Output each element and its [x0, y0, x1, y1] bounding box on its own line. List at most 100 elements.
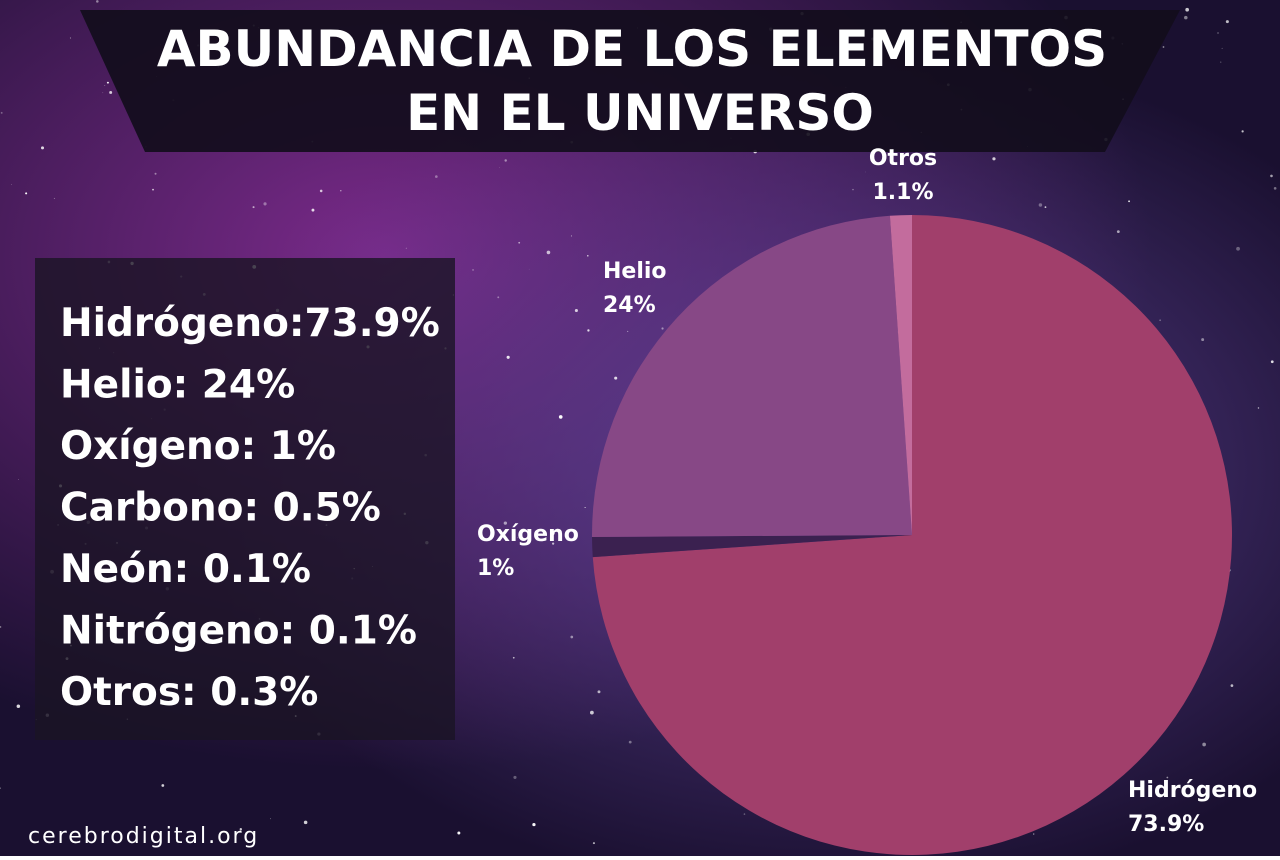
- star: [1270, 360, 1274, 364]
- title-banner: [80, 10, 1180, 152]
- note: Carbono: 0.5%: [60, 486, 381, 531]
- star: [472, 268, 474, 271]
- star: [546, 250, 551, 255]
- star: [558, 415, 563, 419]
- star: [1038, 203, 1043, 207]
- star: [597, 690, 601, 694]
- note: Oxígeno: 1%: [60, 424, 336, 469]
- slice-label: Helio: [603, 259, 667, 284]
- star: [319, 189, 323, 193]
- star: [551, 531, 555, 535]
- star: [532, 822, 536, 827]
- star: [0, 787, 1, 789]
- star: [1217, 32, 1219, 34]
- star: [0, 111, 3, 114]
- slice-label: Otros: [869, 146, 937, 171]
- star: [106, 81, 109, 84]
- notes-box: [35, 258, 455, 740]
- star: [1270, 174, 1273, 178]
- star: [109, 91, 113, 94]
- star: [1257, 407, 1260, 409]
- pie-slice: [889, 215, 912, 535]
- pie-slice: [592, 535, 912, 558]
- star: [16, 704, 21, 709]
- star: [661, 327, 664, 330]
- star: [587, 255, 589, 257]
- star: [852, 188, 854, 191]
- source: cerebrodigital.org: [28, 824, 259, 849]
- star: [1044, 206, 1047, 209]
- star: [570, 235, 572, 237]
- star: [1184, 15, 1188, 20]
- star: [1159, 319, 1162, 322]
- star: [1116, 230, 1120, 234]
- pie: [591, 215, 1233, 855]
- star: [269, 818, 271, 820]
- star: [592, 842, 595, 845]
- star: [584, 507, 586, 509]
- note: Helio: 24%: [60, 363, 295, 408]
- star: [96, 0, 99, 3]
- star: [628, 740, 632, 744]
- star: [239, 828, 243, 831]
- star: [1033, 833, 1035, 835]
- star: [503, 521, 508, 525]
- pie-slice: [591, 215, 912, 538]
- slice-label: Hidrógeno: [1128, 778, 1257, 803]
- star: [512, 656, 515, 659]
- star: [627, 330, 629, 332]
- star: [69, 37, 71, 39]
- note: Nitrógeno: 0.1%: [60, 609, 417, 654]
- star: [1162, 46, 1165, 48]
- slice-value: 1%: [477, 556, 514, 581]
- star: [1201, 338, 1205, 342]
- star: [743, 813, 746, 815]
- star: [1236, 246, 1240, 251]
- star: [614, 376, 618, 380]
- slice-label: Oxígeno: [477, 522, 579, 547]
- star: [340, 190, 342, 192]
- star: [154, 172, 157, 175]
- star: [102, 92, 104, 94]
- slice-value: 24%: [603, 293, 656, 318]
- slice-value: 1.1%: [872, 180, 933, 205]
- star: [405, 247, 407, 249]
- star: [1128, 200, 1130, 203]
- star: [497, 296, 500, 299]
- star: [104, 85, 106, 86]
- star: [152, 188, 154, 191]
- note: Neón: 0.1%: [60, 547, 311, 592]
- slice-value: 73.9%: [1128, 812, 1204, 837]
- star: [587, 329, 590, 332]
- star: [865, 171, 866, 173]
- star: [992, 157, 996, 161]
- star: [25, 192, 28, 195]
- star: [528, 268, 530, 270]
- chart-title: EN EL UNIVERSO: [406, 84, 874, 142]
- star: [311, 208, 315, 212]
- pie-slice: [592, 215, 1233, 855]
- star: [11, 184, 12, 186]
- star: [506, 355, 510, 359]
- star: [1230, 684, 1234, 687]
- star: [41, 146, 45, 150]
- star: [574, 308, 578, 313]
- star: [1241, 130, 1244, 133]
- chart-title: ABUNDANCIA DE LOS ELEMENTOS: [157, 20, 1107, 78]
- star: [161, 784, 165, 787]
- star: [1220, 61, 1222, 63]
- star: [1221, 47, 1223, 49]
- star: [1202, 742, 1206, 747]
- note: Otros: 0.3%: [60, 670, 318, 715]
- star: [53, 197, 56, 200]
- star: [513, 775, 517, 779]
- star: [499, 167, 500, 168]
- star: [0, 626, 2, 628]
- star: [457, 831, 461, 835]
- star: [570, 635, 574, 639]
- note: Hidrógeno:73.9%: [60, 301, 440, 346]
- star: [1185, 7, 1189, 12]
- star: [1225, 20, 1229, 24]
